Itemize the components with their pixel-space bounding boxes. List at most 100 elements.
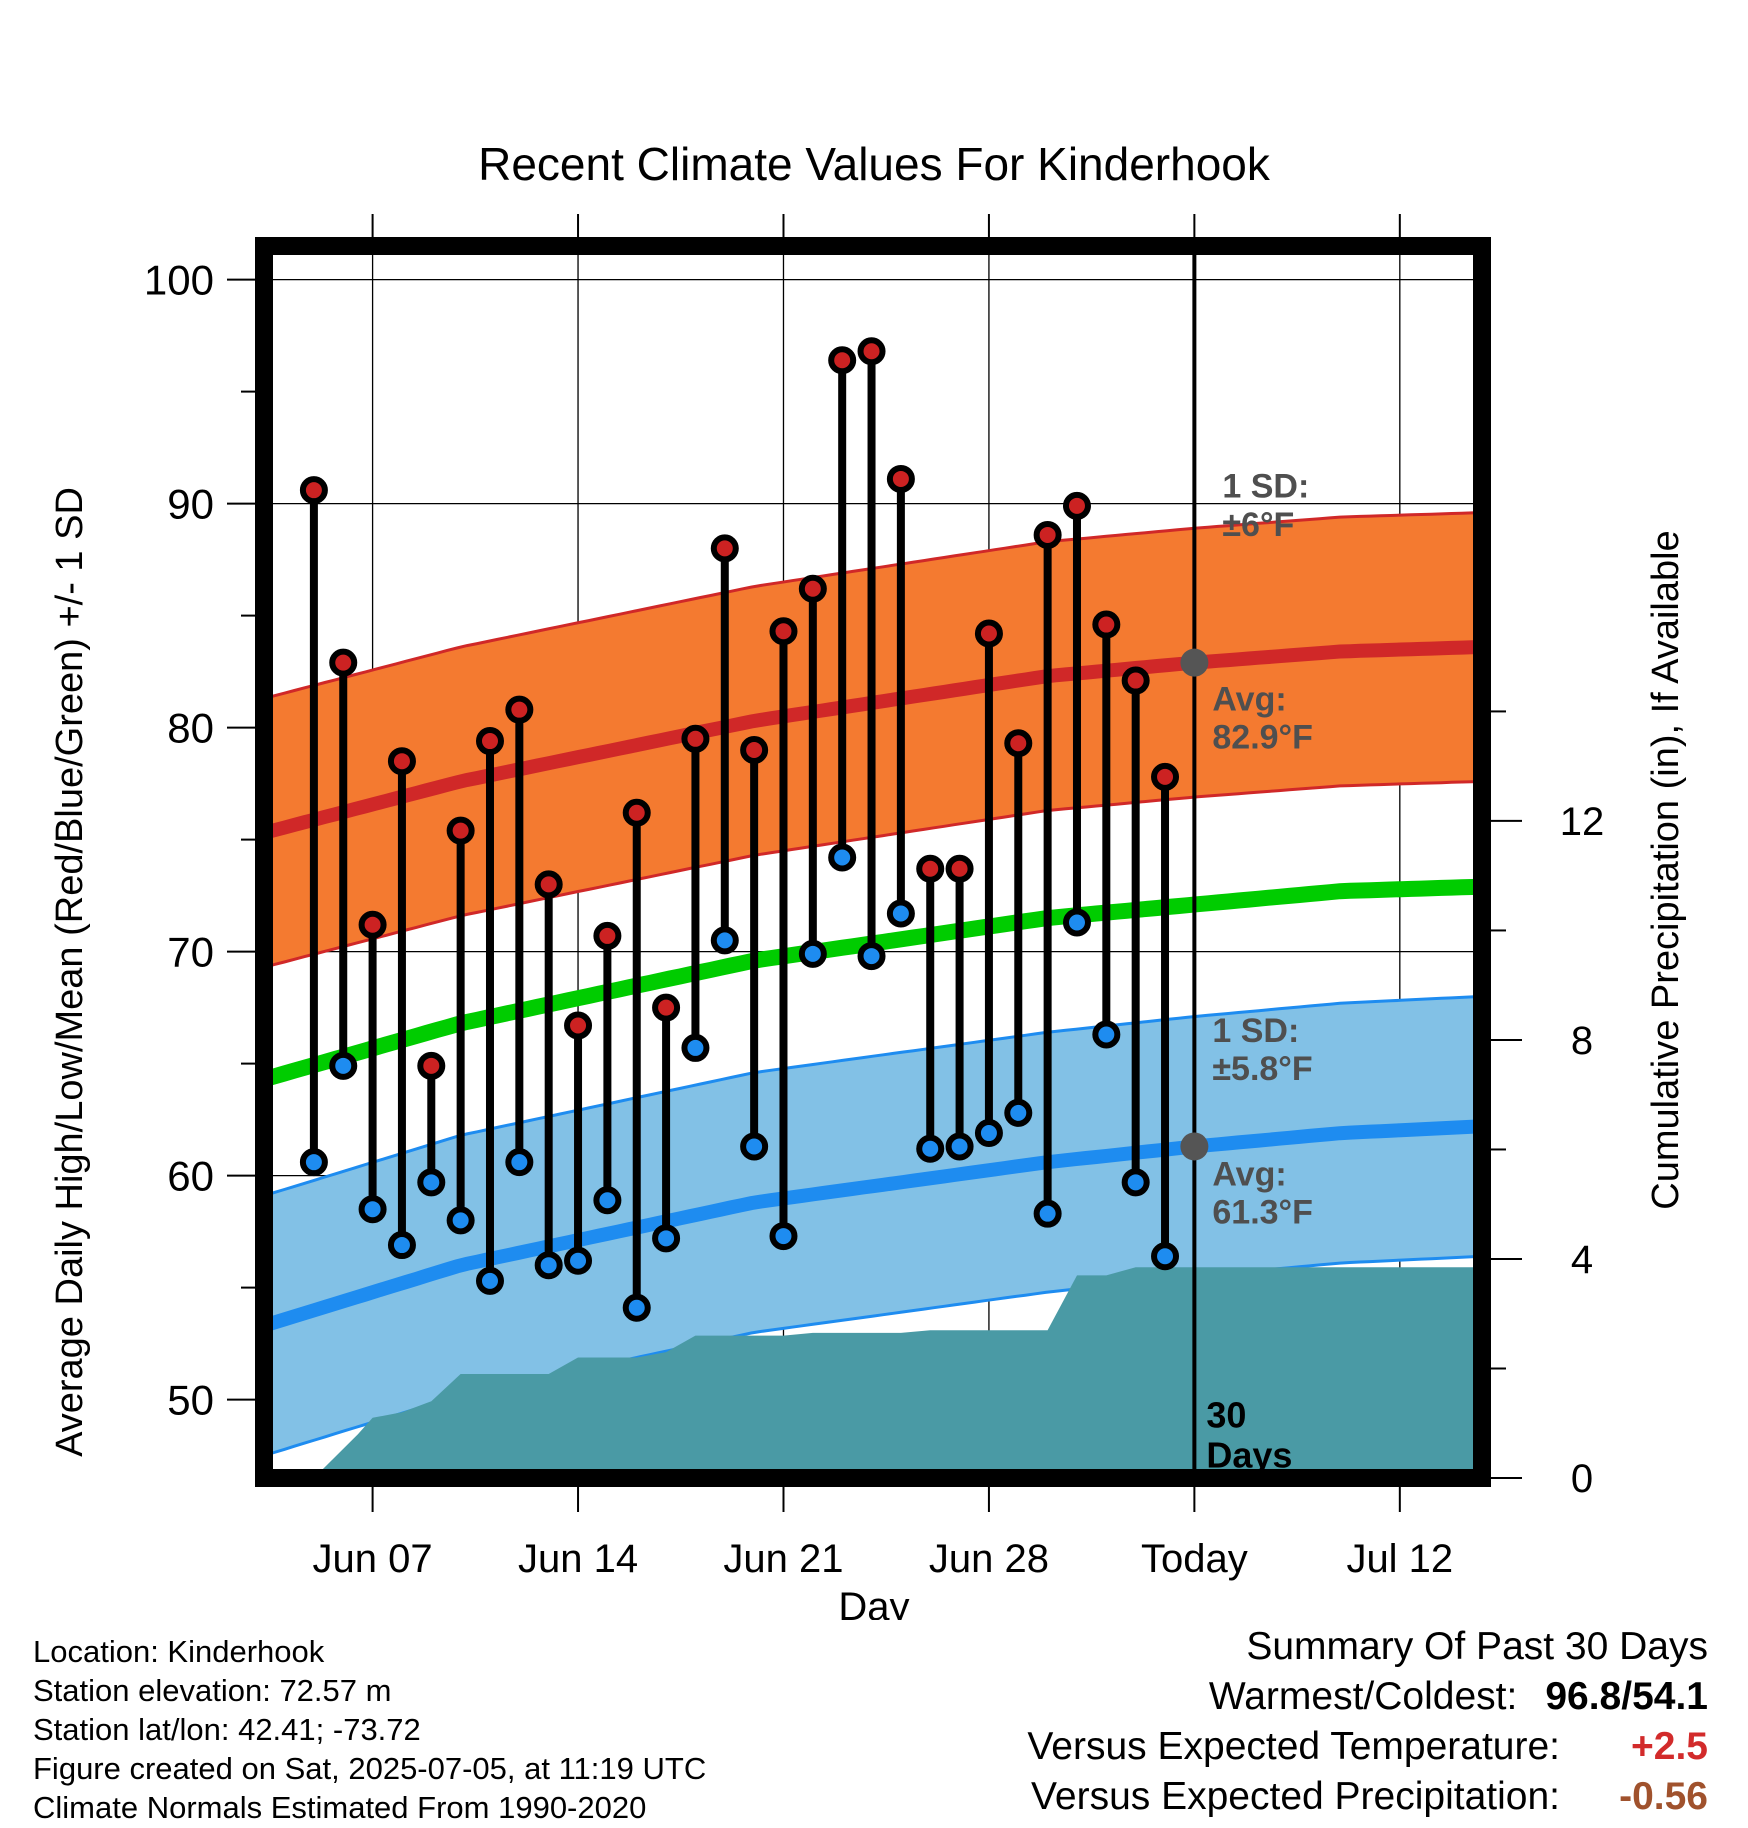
daily-low-point — [1033, 1199, 1062, 1228]
daily-high-point — [299, 476, 328, 505]
daily-low-point — [652, 1224, 681, 1253]
daily-high-point — [798, 574, 827, 603]
daily-high-point — [1151, 762, 1180, 791]
daily-low-point — [828, 843, 857, 872]
low-avg-annotation: Avg: 61.3°F — [1212, 1155, 1313, 1231]
temp-label: Versus Expected Temperature: — [1027, 1725, 1560, 1768]
summary-precip-row: Versus Expected Precipitation: -0.56 — [1027, 1772, 1708, 1822]
left-tick-label: 90 — [167, 481, 214, 528]
daily-high-point — [534, 870, 563, 899]
summary-panel: Summary Of Past 30 Days Warmest/Coldest:… — [1027, 1622, 1708, 1822]
daily-high-point — [681, 724, 710, 753]
x-axis-label: Day — [838, 1585, 909, 1620]
daily-low-point — [1092, 1020, 1121, 1049]
avg-high-today-marker — [1180, 648, 1209, 677]
summary-title: Summary Of Past 30 Days — [1246, 1625, 1708, 1668]
precip-label: Versus Expected Precipitation: — [1031, 1775, 1560, 1818]
low-sd-annotation-line: 1 SD: — [1212, 1012, 1299, 1050]
daily-high-point — [387, 747, 416, 776]
daily-low-point — [534, 1251, 563, 1280]
daily-low-point — [769, 1222, 798, 1251]
summary-temp-row: Versus Expected Temperature: +2.5 — [1027, 1722, 1708, 1772]
daily-high-point — [417, 1051, 446, 1080]
temp-value: +2.5 — [1631, 1725, 1708, 1768]
daily-high-point — [1121, 666, 1150, 695]
daily-low-point — [1121, 1168, 1150, 1197]
left-tick-label: 50 — [167, 1377, 214, 1424]
daily-high-point — [1033, 520, 1062, 549]
high-avg-annotation-line: 82.9°F — [1212, 719, 1313, 757]
summary-warm-row: Warmest/Coldest: 96.8/54.1 — [1027, 1672, 1708, 1722]
daily-low-point — [622, 1293, 651, 1322]
high-sd-annotation: 1 SD: ±6°F — [1222, 468, 1309, 544]
precip-area — [299, 1267, 1482, 1478]
daily-low-point — [798, 939, 827, 968]
x-axis: Jun 07 Jun 14 Jun 21 Jun 28 Today Jul 12 — [313, 214, 1453, 1581]
left-tick-label: 100 — [144, 257, 214, 304]
window-annotation: 30 Days — [1206, 1394, 1292, 1475]
location-text: Location: Kinderhook — [33, 1634, 325, 1669]
daily-low-point — [1062, 908, 1091, 937]
elevation-text: Station elevation: 72.57 m — [33, 1673, 392, 1708]
y-axis-label: Average Daily High/Low/Mean (Red/Blue/Gr… — [49, 487, 91, 1457]
right-tick-label: 8 — [1571, 1019, 1593, 1063]
y2-axis-label: Cumulative Precipitation (in), If Availa… — [1645, 530, 1687, 1209]
daily-low-point — [417, 1168, 446, 1197]
daily-high-point — [857, 337, 886, 366]
daily-high-point — [475, 727, 504, 756]
high-sd-annotation-line: ±6°F — [1222, 506, 1294, 544]
daily-low-point — [974, 1119, 1003, 1148]
avg-low-today-marker — [1180, 1132, 1209, 1161]
right-tick-label: 12 — [1560, 800, 1605, 844]
created-text: Figure created on Sat, 2025-07-05, at 11… — [33, 1751, 707, 1786]
daily-low-point — [446, 1206, 475, 1235]
daily-high-point — [974, 619, 1003, 648]
daily-high-point — [652, 993, 681, 1022]
daily-high-point — [505, 695, 534, 724]
daily-low-point — [593, 1186, 622, 1215]
x-tick-label: Jun 21 — [723, 1537, 843, 1581]
daily-high-point — [1004, 729, 1033, 758]
daily-low-point — [505, 1148, 534, 1177]
low-sd-band-upper-edge — [264, 994, 1482, 1198]
low-avg-annotation-line: 61.3°F — [1212, 1193, 1313, 1231]
left-tick-label: 80 — [167, 705, 214, 752]
daily-low-point — [1004, 1098, 1033, 1127]
daily-low-point — [564, 1246, 593, 1275]
left-axis: 50 60 70 80 90 100 Average Daily High/Low/Mean… — [49, 257, 255, 1457]
low-avg-annotation-line: Avg: — [1212, 1155, 1286, 1193]
right-tick-label: 4 — [1571, 1238, 1593, 1282]
high-avg-annotation-line: Avg: — [1212, 680, 1286, 718]
daily-high-point — [916, 854, 945, 883]
daily-high-point — [740, 736, 769, 764]
daily-high-point — [769, 617, 798, 646]
daily-low-point — [886, 899, 915, 928]
normal-low-line — [264, 1119, 1482, 1333]
daily-low-point — [329, 1051, 358, 1080]
low-sd-annotation-line: ±5.8°F — [1212, 1050, 1312, 1088]
x-tick-label: Jun 07 — [313, 1537, 433, 1581]
window-annotation-line: 30 — [1206, 1394, 1246, 1435]
daily-values — [299, 337, 1180, 1322]
precip-value: -0.56 — [1619, 1775, 1708, 1818]
low-sd-band — [264, 996, 1482, 1456]
x-tick-label: Jul 12 — [1346, 1537, 1453, 1581]
x-tick-label: Jun 14 — [518, 1537, 638, 1581]
daily-low-point — [916, 1134, 945, 1163]
climate-chart: Recent Climate Values For Kinderhook Day… — [49, 138, 1687, 1620]
daily-high-point — [446, 816, 475, 845]
x-tick-label: Today — [1141, 1537, 1248, 1581]
x-tick-label: Jun 28 — [929, 1537, 1049, 1581]
normals-text: Climate Normals Estimated From 1990-2020 — [33, 1790, 647, 1825]
daily-low-point — [299, 1148, 328, 1177]
daily-high-point — [945, 854, 974, 883]
latlon-text: Station lat/lon: 42.41; -73.72 — [33, 1712, 421, 1747]
daily-low-point — [387, 1231, 416, 1260]
daily-high-point — [886, 464, 915, 493]
daily-low-point — [710, 926, 739, 955]
daily-high-point — [329, 648, 358, 677]
daily-high-point — [593, 921, 622, 950]
daily-low-point — [857, 942, 886, 971]
